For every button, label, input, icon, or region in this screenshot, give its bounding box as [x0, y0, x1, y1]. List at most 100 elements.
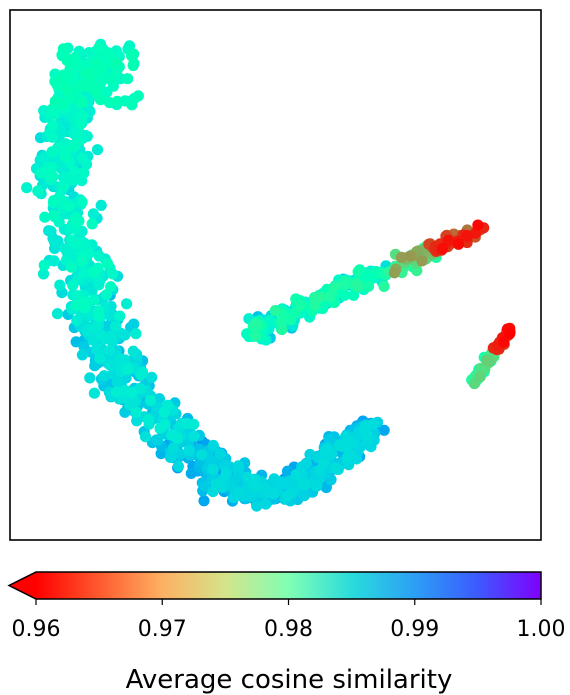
- scatter-point: [80, 68, 92, 80]
- scatter-point: [233, 487, 245, 499]
- scatter-point: [39, 211, 51, 223]
- scatter-point: [67, 174, 79, 186]
- scatter-point: [48, 209, 60, 221]
- scatter-point: [323, 434, 335, 446]
- scatter-point: [127, 345, 139, 357]
- scatter-point: [359, 422, 371, 434]
- scatter-point: [206, 455, 218, 467]
- scatter-point: [110, 320, 122, 332]
- scatter-point: [159, 419, 171, 431]
- scatter-point: [101, 257, 113, 269]
- scatter-point: [88, 294, 100, 306]
- scatter-point: [67, 279, 79, 291]
- scatter-point: [295, 299, 307, 311]
- scatter-point: [57, 43, 69, 55]
- scatter-point: [88, 387, 100, 399]
- scatter-point: [134, 383, 147, 395]
- colorbar-tick-label: 0.96: [12, 617, 61, 642]
- scatter-point: [211, 479, 223, 491]
- scatter-point: [111, 376, 123, 388]
- scatter-point: [143, 413, 155, 426]
- scatter-point: [70, 300, 83, 312]
- colorbar-ticks: 0.96 0.97 0.98 0.99 1.00: [12, 599, 566, 642]
- scatter-point: [388, 267, 400, 279]
- scatter-point: [111, 95, 123, 107]
- scatter-point: [71, 238, 83, 250]
- scatter-point: [95, 199, 107, 211]
- scatter-point: [319, 444, 331, 457]
- scatter-point: [472, 219, 484, 231]
- scatter-point: [59, 243, 71, 255]
- scatter-point: [290, 469, 303, 481]
- scatter-point: [164, 451, 177, 463]
- scatter-point: [378, 424, 390, 436]
- scatter-point: [45, 225, 57, 237]
- scatter-point: [275, 477, 287, 489]
- scatter-point: [126, 99, 138, 111]
- scatter-point: [153, 393, 165, 405]
- scatter-point: [130, 328, 142, 340]
- scatter-point: [172, 432, 184, 444]
- colorbar-tick-label: 1.00: [517, 617, 566, 642]
- scatter-point: [339, 278, 351, 291]
- scatter-point: [51, 308, 64, 320]
- scatter-point: [232, 460, 245, 472]
- scatter-point: [139, 431, 152, 443]
- scatter-point: [121, 298, 133, 310]
- scatter-point: [48, 195, 60, 207]
- scatter-point: [37, 268, 50, 280]
- scatter-point: [126, 387, 138, 399]
- scatter-point: [152, 434, 164, 446]
- scatter-point: [299, 479, 311, 491]
- scatter-point: [86, 218, 98, 230]
- scatter-point: [452, 238, 465, 250]
- scatter-point: [259, 481, 271, 493]
- scatter-point: [61, 81, 73, 94]
- scatter-point: [68, 165, 80, 177]
- scatter-point: [91, 144, 104, 156]
- scatter-point: [251, 319, 263, 331]
- scatter-point: [107, 268, 119, 280]
- scatter-point: [144, 394, 157, 407]
- scatter-point: [314, 291, 326, 303]
- scatter-point: [79, 302, 91, 314]
- scatter-point: [122, 73, 134, 85]
- scatter-point: [73, 215, 85, 227]
- scatter-point: [343, 437, 355, 449]
- scatter-point: [76, 152, 89, 164]
- plot-frame: [9, 9, 542, 541]
- scatter-point: [251, 500, 263, 512]
- scatter-point: [76, 349, 88, 361]
- scatter-point: [93, 42, 105, 54]
- scatter-point: [48, 255, 60, 267]
- scatter-point: [61, 55, 73, 67]
- scatter-point: [85, 47, 97, 59]
- scatter-point: [298, 490, 310, 502]
- scatter-point: [281, 490, 293, 502]
- scatter-point: [395, 251, 407, 263]
- scatter-point: [47, 170, 59, 183]
- scatter-point: [181, 418, 193, 430]
- scatter-point: [122, 363, 134, 376]
- scatter-point: [71, 315, 83, 327]
- scatter-point: [158, 406, 170, 418]
- colorbar: 0.96 0.97 0.98 0.99 1.00 Average cosine simi…: [7, 571, 566, 695]
- scatter-point: [66, 72, 78, 84]
- scatter-point: [98, 370, 110, 382]
- scatter-point: [105, 281, 117, 293]
- scatter-point: [68, 141, 81, 153]
- scatter-point: [260, 498, 272, 510]
- scatter-point: [304, 448, 316, 461]
- scatter-point: [504, 328, 516, 340]
- scatter-point: [75, 118, 87, 130]
- scatter-point: [461, 230, 473, 242]
- scatter-point: [110, 386, 122, 398]
- scatter-point: [196, 449, 208, 461]
- scatter-point: [220, 467, 232, 479]
- scatter-point: [481, 354, 493, 366]
- scatter-point: [84, 372, 96, 384]
- scatter-point: [85, 79, 97, 92]
- scatter-point: [126, 50, 138, 62]
- scatter-point: [58, 180, 70, 192]
- scatter-point: [46, 131, 58, 143]
